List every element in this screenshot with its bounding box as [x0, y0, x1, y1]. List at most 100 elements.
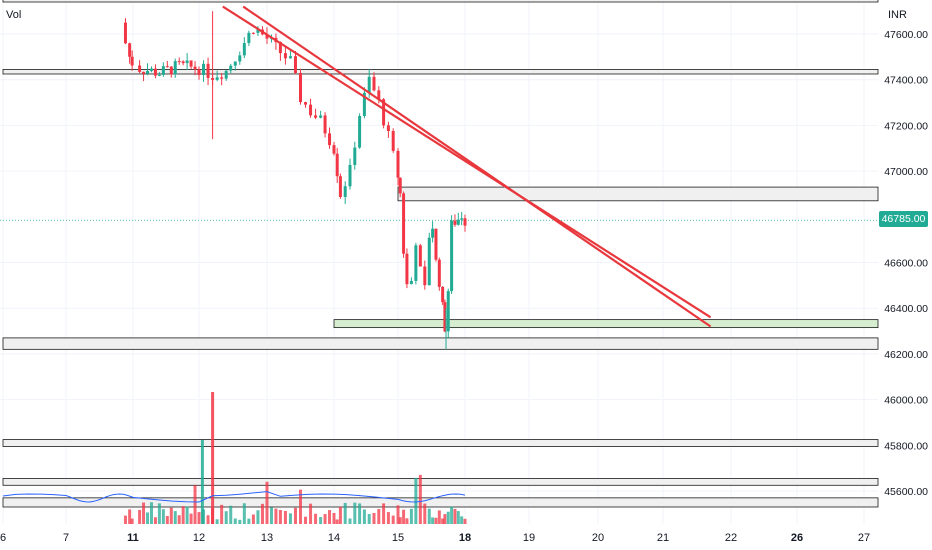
volume-bar [319, 517, 323, 524]
volume-bar [177, 515, 181, 524]
candle-body [460, 218, 464, 220]
volume-bar [434, 517, 438, 524]
candle-body [278, 42, 282, 54]
volume-bar [446, 511, 450, 524]
volume-bar [338, 506, 342, 524]
volume-bar [181, 506, 185, 524]
volume-bar [443, 514, 447, 524]
candle-body [149, 68, 153, 71]
volume-bar [441, 518, 445, 524]
y-tick-label: 45800.00 [884, 440, 928, 452]
candle-body [242, 43, 246, 56]
volume-bar [274, 508, 278, 524]
volume-bar [242, 503, 246, 524]
volume-bar [377, 509, 381, 524]
volume-bar [372, 512, 376, 524]
candle-body [299, 72, 302, 103]
volume-bar [142, 502, 146, 524]
volume-bar [437, 510, 441, 524]
x-tick-label: 11 [127, 532, 139, 544]
volume-bar [189, 513, 193, 524]
volume-bar [423, 503, 427, 524]
candle-body [443, 302, 447, 332]
volume-bar [427, 508, 431, 524]
candle-body [391, 131, 395, 151]
volume-bar [409, 508, 413, 524]
candle-body [332, 145, 336, 154]
volume-bar [396, 505, 400, 524]
candle-body [283, 53, 287, 59]
candle-body [197, 69, 201, 76]
volume-bar [200, 440, 204, 524]
x-tick-label: 27 [858, 532, 870, 544]
candle-body [224, 70, 228, 79]
volume-bar [453, 508, 457, 524]
candle-body [142, 71, 146, 74]
volume-bar [328, 510, 332, 524]
volume-bar [283, 510, 287, 524]
candle-body [202, 63, 206, 76]
x-tick-label: 13 [261, 532, 273, 544]
volume-bar [323, 514, 327, 524]
volume-bar [123, 515, 127, 524]
volume-bar [157, 503, 161, 524]
candle-body [367, 76, 371, 93]
volume-bar [386, 512, 390, 524]
volume-indicator-label: Vol [6, 9, 22, 21]
x-tick-label: 15 [392, 532, 404, 544]
trendline [222, 5, 712, 319]
volume-bar [460, 516, 464, 524]
volume-bar [362, 509, 366, 524]
volume-bar [173, 511, 177, 524]
candle-body [427, 237, 431, 286]
volume-bar [309, 503, 313, 524]
candle-body [338, 176, 342, 197]
volume-bar [431, 517, 435, 524]
candle-body [189, 60, 193, 67]
x-tick-label: 6 [0, 532, 6, 544]
volume-bar [391, 515, 395, 524]
candle-body [437, 259, 441, 287]
volume-bar [161, 509, 165, 524]
price-zone [2, 439, 879, 447]
candle-body [288, 56, 292, 59]
candle-body [453, 220, 457, 225]
volume-bar [238, 519, 242, 524]
candle-body [123, 22, 127, 44]
candle-body [396, 150, 400, 178]
candle-body [238, 55, 242, 62]
candle-body [128, 43, 132, 57]
volume-bar [456, 511, 460, 524]
candle-body [362, 92, 366, 116]
volume-bar [348, 518, 352, 524]
candle-body [343, 186, 347, 197]
candle-body [402, 193, 406, 254]
y-tick-label: 46600.00 [884, 258, 928, 270]
volume-bar [265, 481, 269, 524]
candle-body [372, 76, 376, 91]
candle-body [335, 153, 339, 177]
volume-bar [402, 509, 406, 524]
candle-body [157, 74, 161, 76]
x-tick-label: 26 [791, 532, 803, 544]
volume-bar [153, 517, 157, 524]
volume-bar [251, 514, 255, 524]
volume-bar [138, 509, 142, 524]
volume-bar [233, 518, 237, 524]
x-tick-label: 18 [459, 532, 471, 544]
volume-bar [197, 512, 201, 524]
volume-bar [185, 506, 189, 524]
candle-body [251, 32, 255, 34]
candle-body [450, 220, 454, 292]
volume-bar [211, 392, 215, 524]
y-tick-label: 46200.00 [884, 349, 928, 361]
candle-body [173, 61, 177, 75]
candle-body [181, 61, 185, 64]
candle-body [405, 253, 409, 285]
candle-body [431, 228, 435, 238]
candle-body [382, 99, 386, 126]
candle-body [441, 286, 445, 303]
price-zone [2, 478, 879, 486]
candle-body [247, 32, 251, 44]
